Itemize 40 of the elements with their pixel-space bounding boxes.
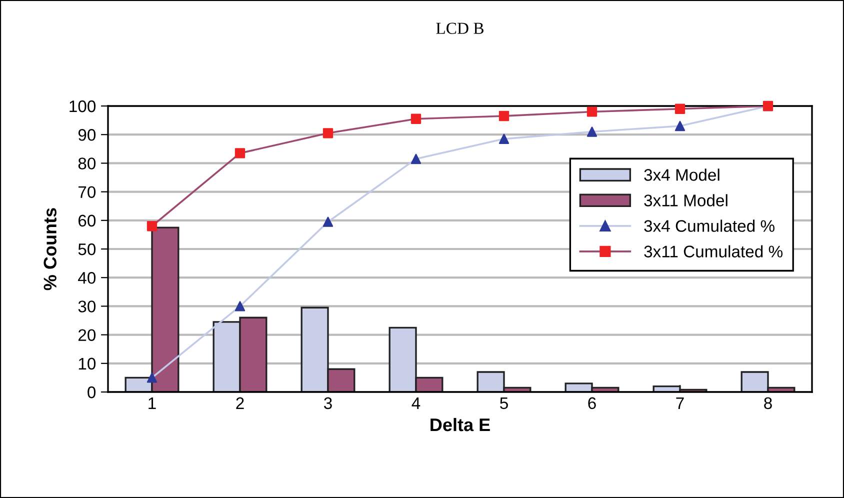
point xyxy=(498,110,510,122)
y-tick-label: 20 xyxy=(78,329,96,342)
point xyxy=(586,126,598,137)
y-tick-label: 0 xyxy=(88,386,96,398)
y-tick-label: 80 xyxy=(78,158,96,170)
point xyxy=(322,216,334,227)
y-tick-label: 30 xyxy=(78,300,96,312)
x-tick-label: 2 xyxy=(236,397,244,409)
y-tick-label: 90 xyxy=(78,129,96,141)
x-tick-label: 7 xyxy=(676,397,684,409)
y-tick-label: 70 xyxy=(78,186,96,198)
y-tick-label: 60 xyxy=(78,214,96,227)
point xyxy=(234,301,246,312)
legend-label: 3x4 Cumulated % xyxy=(644,220,774,232)
point xyxy=(674,120,686,132)
legend-label: 3x4 Model xyxy=(644,168,720,181)
point xyxy=(322,128,334,138)
y-tick-label: 10 xyxy=(78,358,96,370)
x-tick-label: 1 xyxy=(148,397,156,409)
point xyxy=(586,106,598,117)
point xyxy=(674,104,686,114)
point xyxy=(410,154,422,164)
y-tick-label: 40 xyxy=(78,272,96,284)
point xyxy=(498,134,510,144)
y-tick-label: 100 xyxy=(70,100,96,112)
x-tick-label: 5 xyxy=(500,397,508,410)
legend-label: 3x11 Model xyxy=(644,194,728,206)
legend-label: 3x11 Cumulated % xyxy=(644,245,783,258)
x-tick-label: 6 xyxy=(588,397,596,410)
point xyxy=(410,114,422,124)
chart-title: LCD B xyxy=(436,22,484,34)
y-axis-title: % Counts xyxy=(44,208,56,290)
point xyxy=(146,221,158,232)
x-tick-label: 4 xyxy=(412,397,420,409)
x-axis-title: Delta E xyxy=(430,418,490,432)
x-tick-label: 8 xyxy=(764,397,772,410)
point xyxy=(234,148,246,158)
y-tick-label: 50 xyxy=(78,243,96,256)
x-tick-label: 3 xyxy=(324,397,332,410)
point xyxy=(146,372,158,383)
